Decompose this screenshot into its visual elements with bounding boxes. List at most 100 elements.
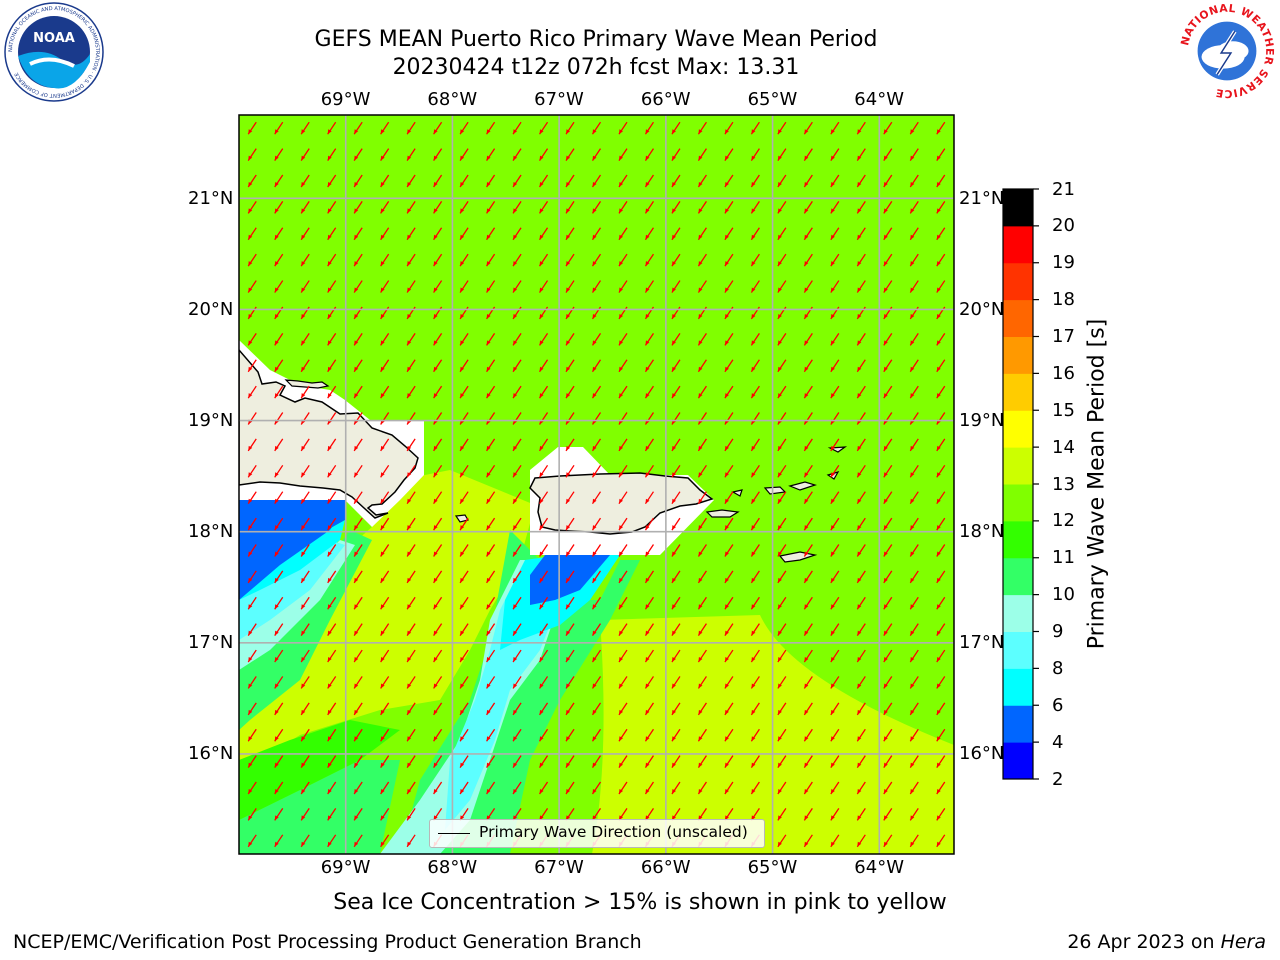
wave-vector [459, 676, 469, 689]
wave-vector [274, 359, 284, 373]
wave-vector [697, 623, 707, 637]
wave-vector [777, 385, 787, 399]
wave-vector [909, 201, 919, 214]
wave-vector [274, 755, 284, 768]
wave-vector [406, 491, 416, 505]
wave-vector [883, 808, 893, 821]
wave-vector [883, 702, 893, 716]
wave-vector [565, 570, 575, 584]
wave-vector [909, 728, 919, 742]
wave-vector [724, 491, 734, 505]
wave-vector [883, 359, 893, 373]
colorbar-tickmarks [1033, 188, 1039, 780]
wave-vector [591, 596, 602, 610]
wave-vector [936, 834, 946, 848]
wave-vector [618, 253, 628, 267]
wave-vector [433, 148, 443, 161]
wave-vector [936, 755, 946, 768]
wave-vector [406, 227, 416, 241]
colorbar-tick-label: 15 [1052, 399, 1075, 421]
wave-vector [697, 359, 707, 373]
wave-vector [724, 702, 734, 716]
wave-vector [274, 623, 284, 637]
wave-vector [618, 781, 628, 795]
colorbar-tick-label: 17 [1052, 326, 1075, 347]
wave-vector [565, 596, 575, 610]
wave-vector [830, 702, 840, 716]
wave-vector [644, 623, 655, 637]
period-fill-4-6-west-b [239, 515, 340, 600]
wave-vector [538, 544, 549, 557]
wave-vector [618, 702, 628, 716]
wave-vector [803, 148, 813, 161]
wave-vector [644, 570, 655, 584]
wave-vector [538, 332, 549, 346]
wave-vector [406, 464, 416, 478]
wave-vector [777, 834, 787, 848]
wave-vector [724, 121, 734, 135]
wave-vector [433, 464, 443, 478]
wave-vector [565, 332, 575, 346]
wave-vector [724, 174, 734, 188]
wave-vector [433, 544, 443, 557]
wave-vector [644, 491, 655, 505]
wave-vector [909, 702, 919, 716]
wave-vector [936, 332, 946, 346]
wave-vector [486, 148, 496, 161]
wave-vector [697, 570, 707, 584]
wave-vector [697, 332, 707, 346]
wave-vector [883, 332, 893, 346]
wave-vector [327, 781, 337, 795]
wave-vector [724, 280, 734, 293]
wave-vector [777, 227, 787, 241]
wave-vector [300, 781, 310, 795]
colorbar-cell [1003, 373, 1033, 411]
wave-vector [247, 544, 257, 557]
wave-vector [618, 121, 628, 135]
colorbar-cell [1003, 225, 1033, 264]
wave-vector [247, 781, 257, 795]
wave-vector [380, 570, 390, 584]
wave-vector [591, 570, 602, 584]
colorbar-cell [1003, 336, 1033, 374]
wave-vector [565, 676, 575, 689]
wave-vector [591, 544, 602, 557]
wave-vector [459, 596, 469, 610]
wave-vector [380, 464, 390, 478]
wave-vector [565, 702, 575, 716]
colorbar-tick-label: 14 [1052, 436, 1075, 458]
wave-vector [750, 148, 760, 161]
wave-vector [538, 649, 549, 663]
wave-vector [380, 227, 390, 241]
wave-vector [777, 728, 787, 742]
wave-vector [777, 808, 787, 821]
wave-vector [697, 702, 707, 716]
wave-vector [671, 702, 681, 716]
wave-vector [247, 570, 257, 584]
wave-vector [830, 332, 840, 346]
wave-vector [512, 174, 522, 188]
wave-vector [777, 702, 787, 716]
lon-label-bottom: 68°W [427, 856, 478, 878]
wave-vector [750, 491, 760, 505]
wave-vector [565, 227, 575, 241]
colorbar-cell [1003, 668, 1033, 706]
wave-vector [644, 332, 655, 346]
colorbar-label: Primary Wave Mean Period [s] [1084, 318, 1110, 650]
wave-vector [936, 517, 946, 531]
gridlines [239, 115, 954, 854]
wave-vector [750, 649, 760, 663]
wave-vector [777, 121, 787, 135]
wave-vector [538, 570, 549, 584]
wave-vector [486, 728, 496, 742]
wave-vector [433, 649, 443, 663]
wave-vector [353, 781, 363, 795]
wave-vector [830, 121, 840, 135]
wave-vector [750, 623, 760, 637]
wave-vector [803, 121, 813, 135]
land-vieques [705, 509, 740, 518]
wave-vector [803, 359, 813, 373]
wave-vector [486, 623, 496, 637]
lon-label-bottom: 69°W [320, 856, 371, 878]
wave-vector [909, 834, 919, 848]
